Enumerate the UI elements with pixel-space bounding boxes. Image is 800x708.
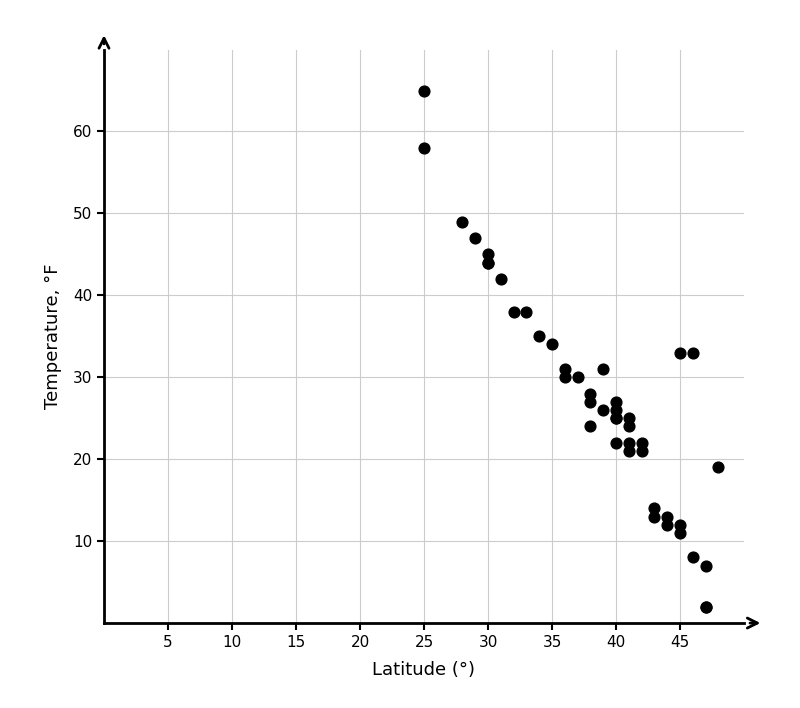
Point — [648, 503, 661, 514]
Y-axis label: Temperature, °F: Temperature, °F — [44, 263, 62, 409]
Point — [622, 413, 635, 424]
Point — [674, 519, 686, 530]
Point — [546, 339, 558, 350]
Point — [686, 552, 699, 563]
Point — [584, 396, 597, 408]
Point — [482, 257, 494, 268]
Point — [699, 601, 712, 612]
Point — [507, 306, 520, 317]
Point — [674, 347, 686, 358]
Point — [661, 511, 674, 523]
Point — [456, 216, 469, 227]
Point — [418, 142, 430, 154]
Point — [610, 413, 622, 424]
Point — [635, 445, 648, 457]
Point — [597, 363, 610, 375]
Point — [610, 404, 622, 416]
Point — [622, 421, 635, 432]
Point — [648, 511, 661, 523]
Point — [699, 601, 712, 612]
Point — [661, 519, 674, 530]
Point — [610, 396, 622, 408]
Point — [699, 560, 712, 571]
Point — [686, 347, 699, 358]
Point — [674, 527, 686, 539]
Point — [482, 257, 494, 268]
Point — [610, 437, 622, 448]
Point — [533, 331, 546, 342]
Point — [418, 85, 430, 96]
Point — [520, 306, 533, 317]
Point — [712, 462, 725, 473]
Point — [571, 372, 584, 383]
Point — [584, 421, 597, 432]
Point — [558, 363, 571, 375]
Point — [622, 445, 635, 457]
Point — [558, 372, 571, 383]
Point — [469, 232, 482, 244]
Point — [622, 437, 635, 448]
Point — [597, 404, 610, 416]
Point — [610, 413, 622, 424]
Point — [584, 388, 597, 399]
X-axis label: Latitude (°): Latitude (°) — [373, 661, 475, 679]
Point — [482, 249, 494, 260]
Point — [635, 437, 648, 448]
Point — [494, 273, 507, 285]
